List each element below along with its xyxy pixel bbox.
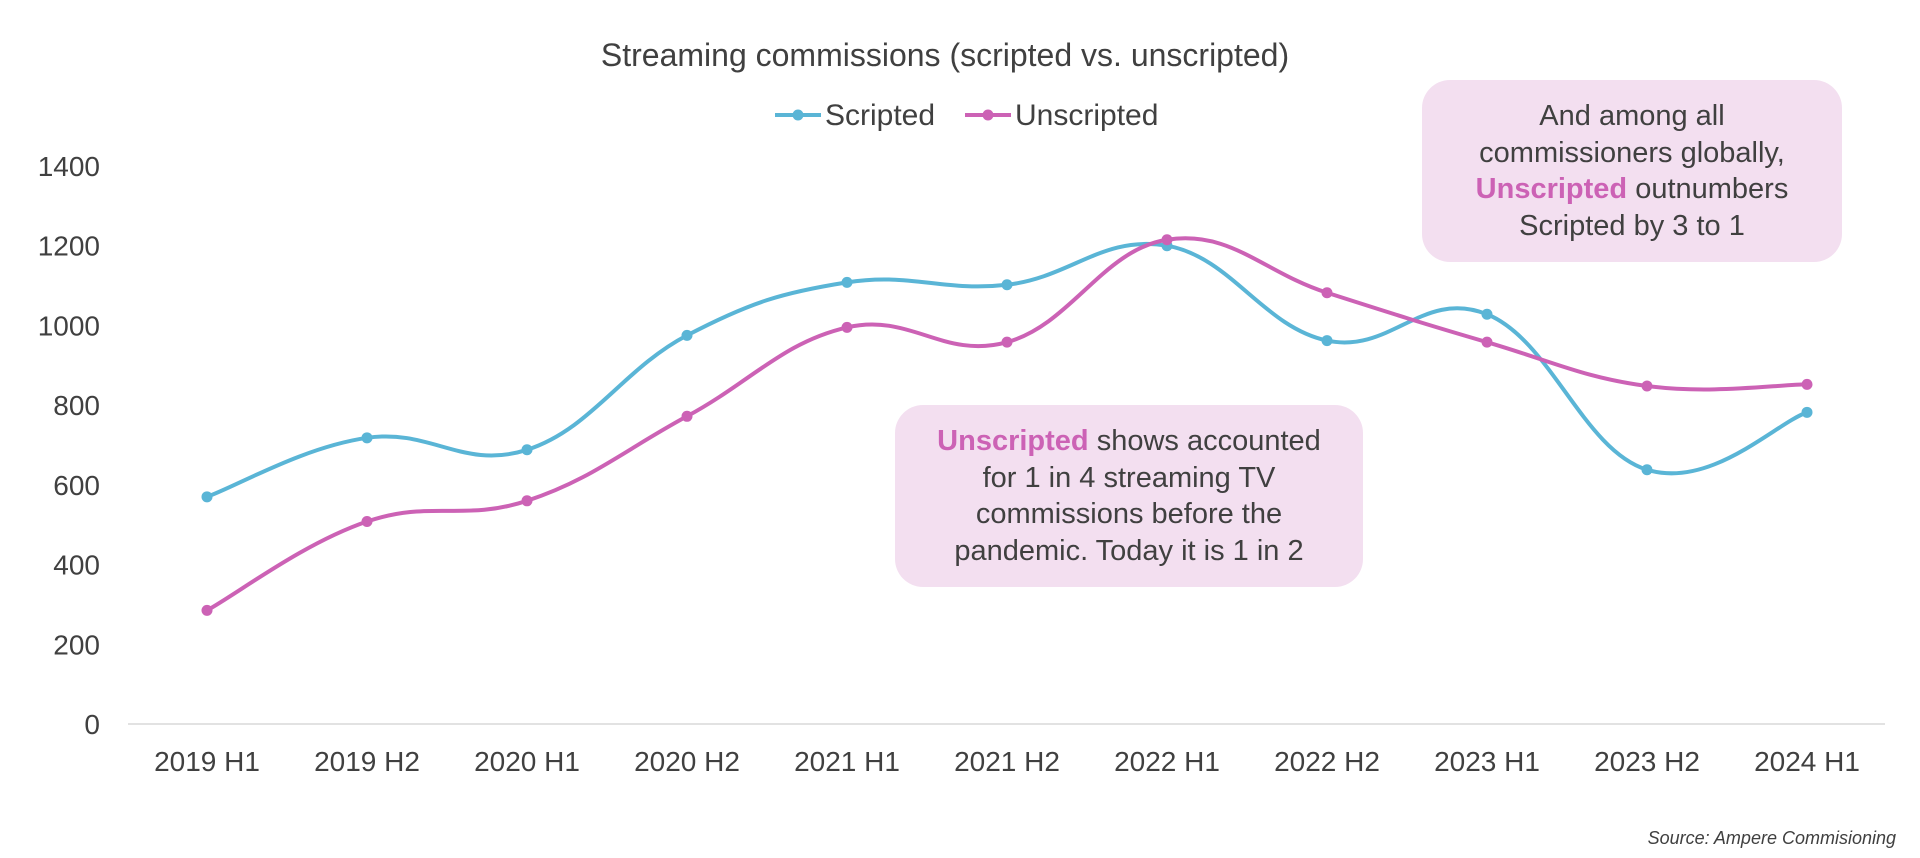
y-tick-label: 400 [53, 550, 100, 581]
callout-global-line-3: outnumbers [1627, 173, 1789, 205]
x-tick-label: 2022 H2 [1274, 746, 1380, 777]
callout-global-line-2: commissioners globally, [1479, 136, 1785, 169]
y-tick-label: 1400 [38, 151, 100, 182]
callout-pandemic-line-2: for 1 in 4 streaming TV [982, 461, 1276, 494]
callout-global-line-4: Scripted by 3 to 1 [1519, 209, 1745, 242]
x-tick-label: 2024 H1 [1754, 746, 1860, 777]
callout-global-line-1: And among all [1539, 100, 1725, 132]
source-note: Source: Ampere Commisioning [1647, 828, 1896, 848]
scripted-data-point [361, 432, 373, 444]
scripted-data-point [201, 491, 213, 503]
legend-unscripted-marker [982, 109, 994, 121]
scripted-series-line [205, 241, 1809, 499]
x-tick-label: 2022 H1 [1114, 746, 1220, 777]
scripted-data-point [521, 444, 533, 456]
y-tick-label: 600 [53, 470, 100, 501]
chart-legend: Scripted Unscripted [775, 99, 1158, 132]
scripted-data-point [681, 329, 693, 341]
y-tick-label: 0 [84, 709, 100, 740]
x-tick-label: 2019 H2 [314, 746, 420, 777]
unscripted-data-point [1321, 287, 1333, 299]
chart-title: Streaming commissions (scripted vs. unsc… [601, 37, 1289, 73]
y-tick-label: 800 [53, 390, 100, 421]
callout-pandemic-share: Unscripted shows accounted for 1 in 4 st… [895, 405, 1363, 587]
x-tick-label: 2023 H1 [1434, 746, 1540, 777]
callout-pandemic-highlight: Unscripted [937, 425, 1089, 457]
x-tick-label: 2023 H2 [1594, 746, 1700, 777]
unscripted-data-point [521, 495, 533, 507]
callout-global-highlight: Unscripted [1475, 173, 1628, 205]
scripted-data-point [1801, 406, 1813, 418]
callout-global-commissioners: And among all commissioners globally, Un… [1422, 80, 1842, 262]
callout-pandemic-line-4: pandemic. Today it is 1 in 2 [954, 534, 1304, 567]
x-tick-label: 2020 H2 [634, 746, 740, 777]
y-tick-label: 1000 [38, 310, 100, 341]
unscripted-data-point [1481, 336, 1493, 348]
y-tick-label: 200 [53, 629, 100, 660]
x-tick-label: 2021 H1 [794, 746, 900, 777]
scripted-data-point [1321, 335, 1333, 347]
x-tick-label: 2021 H2 [954, 746, 1060, 777]
series-points [201, 234, 1813, 616]
unscripted-data-point [1801, 378, 1813, 390]
unscripted-data-point [201, 604, 213, 616]
x-axis: 2019 H1 2019 H2 2020 H1 2020 H2 2021 H1 2021 … [154, 746, 1860, 777]
scripted-data-point [841, 276, 853, 288]
callout-global-text: And among all commissioners globally, Un… [1476, 98, 1789, 244]
callout-pandemic-line-3: commissions before the [975, 498, 1283, 530]
unscripted-data-point [1161, 234, 1173, 246]
unscripted-data-point [1641, 380, 1653, 392]
unscripted-data-point [841, 321, 853, 333]
unscripted-data-point [681, 410, 693, 422]
callout-pandemic-text: Unscripted shows accounted for 1 in 4 st… [937, 423, 1321, 569]
legend-unscripted-label: Unscripted [1015, 99, 1158, 132]
y-tick-label: 1200 [38, 231, 100, 262]
y-axis: 0 200 400 600 800 1000 1200 1400 [38, 151, 100, 740]
x-tick-label: 2020 H1 [474, 746, 580, 777]
scripted-data-point [1481, 308, 1493, 320]
unscripted-data-point [1001, 336, 1013, 348]
unscripted-data-point [361, 516, 373, 528]
scripted-data-point [1001, 279, 1013, 291]
legend-scripted-marker [792, 109, 804, 121]
legend-scripted-label: Scripted [825, 99, 935, 132]
scripted-data-point [1641, 464, 1653, 476]
callout-pandemic-line-1: shows accounted [1088, 425, 1321, 457]
x-tick-label: 2019 H1 [154, 746, 260, 777]
